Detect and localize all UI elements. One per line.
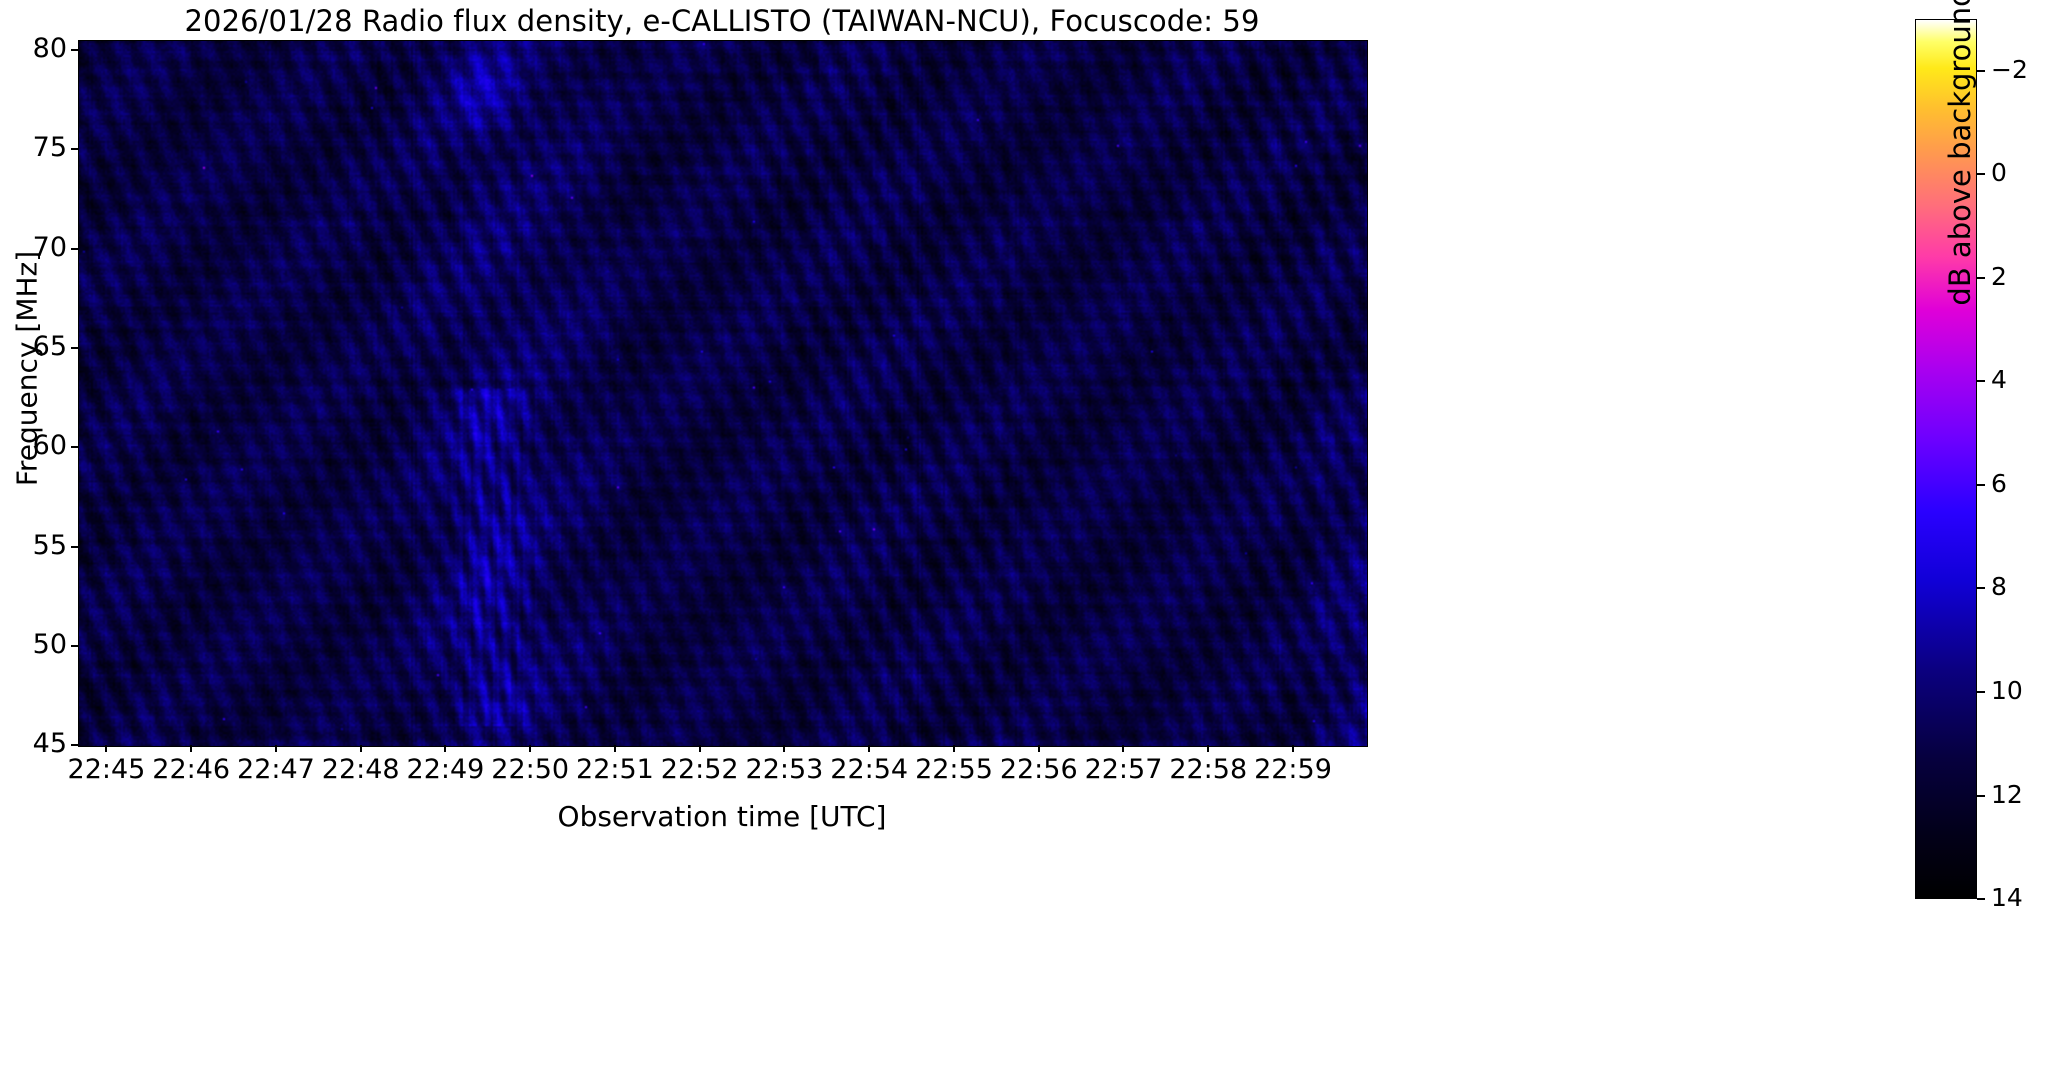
y-tick-mark: [71, 346, 78, 349]
x-tick-mark: [359, 745, 362, 752]
x-tick-mark: [190, 745, 193, 752]
y-tick-label: 60: [32, 430, 67, 462]
x-axis-ticks: 22:45 22:46 22:47 22:48 22:49 22:50 22:51 22:52…: [68, 745, 1366, 805]
x-tick-label: 22:54: [830, 754, 909, 785]
colorbar-tick-label: 12: [1991, 779, 2023, 809]
x-tick-mark: [613, 745, 616, 752]
x-tick-mark: [1207, 745, 1210, 752]
y-tick-mark: [71, 744, 78, 746]
x-axis-label: Observation time [UTC]: [557, 800, 887, 833]
x-tick-label: 22:45: [67, 754, 146, 785]
colorbar-tick-label: 2: [1991, 261, 2007, 291]
colorbar-tick-mark: [1977, 794, 1985, 797]
x-tick-mark: [698, 745, 701, 752]
y-tick-mark: [71, 645, 78, 648]
colorbar-tick-mark: [1977, 483, 1985, 486]
colorbar-tick-mark: [1977, 898, 1985, 900]
y-tick-mark: [71, 545, 78, 548]
colorbar-label: dB above background: [1943, 0, 1977, 306]
x-tick-label: 22:57: [1084, 754, 1163, 785]
colorbar-tick-mark: [1977, 690, 1985, 693]
x-tick-label: 22:53: [745, 754, 824, 785]
colorbar-tick-label: 10: [1991, 675, 2023, 705]
x-tick-mark: [274, 745, 277, 752]
y-tick-label: 45: [32, 728, 67, 759]
y-tick-mark: [71, 148, 78, 151]
colorbar-tick-mark: [1977, 587, 1985, 590]
x-tick-mark: [1037, 745, 1040, 752]
colorbar-tick-mark: [1977, 380, 1985, 383]
colorbar: 14 12 10 8 6 4 2 0 −2: [1915, 19, 2028, 912]
y-tick-mark: [71, 48, 78, 51]
colorbar-tick-label: 8: [1991, 572, 2007, 602]
x-tick-mark: [783, 745, 786, 752]
x-tick-mark: [1291, 745, 1294, 752]
colorbar-gradient: [1915, 19, 1977, 899]
y-tick-label: 80: [32, 32, 67, 64]
y-tick-label: 50: [32, 629, 67, 661]
y-tick-label: 55: [32, 529, 67, 561]
x-tick-label: 22:59: [1254, 754, 1332, 785]
y-axis-ticks: 80 75 70 65 60 55 50 45: [0, 33, 78, 759]
y-tick-mark: [71, 247, 78, 250]
x-tick-mark: [1122, 745, 1125, 752]
colorbar-tick-label: 6: [1991, 468, 2007, 498]
colorbar-tick-label: 0: [1991, 158, 2007, 188]
x-tick-label: 22:50: [491, 754, 570, 785]
x-tick-label: 22:49: [406, 754, 485, 785]
spectrogram-image: [79, 41, 1367, 746]
spectrogram-plot-area: [78, 40, 1368, 747]
colorbar-tick-mark: [1977, 173, 1985, 176]
y-axis-label: Frequency [MHz]: [10, 250, 44, 487]
x-tick-label: 22:56: [999, 754, 1078, 785]
x-tick-mark: [868, 745, 871, 752]
x-tick-label: 22:58: [1169, 754, 1248, 785]
colorbar-tick-mark: [1977, 69, 1985, 72]
x-tick-mark: [444, 745, 447, 752]
y-tick-label: 75: [32, 132, 67, 164]
x-tick-label: 22:55: [915, 754, 993, 785]
x-tick-label: 22:51: [576, 754, 654, 785]
x-tick-label: 22:47: [237, 754, 315, 785]
colorbar-tick-mark: [1977, 276, 1985, 279]
colorbar-tick-label: −2: [1991, 54, 2028, 84]
x-tick-mark: [529, 745, 532, 752]
colorbar-tick-label: 4: [1991, 365, 2007, 395]
x-tick-mark: [952, 745, 955, 752]
page-title: 2026/01/28 Radio flux density, e-CALLIST…: [184, 4, 1260, 38]
colorbar-ticks: 14 12 10 8 6 4 2 0 −2: [1977, 19, 2047, 912]
x-tick-label: 22:48: [321, 754, 400, 785]
colorbar-tick-label: 14: [1991, 883, 2023, 912]
x-tick-mark: [105, 745, 108, 752]
y-tick-label: 70: [32, 231, 67, 263]
x-tick-label: 22:46: [152, 754, 231, 785]
y-tick-mark: [71, 446, 78, 449]
x-tick-label: 22:52: [660, 754, 739, 785]
y-tick-label: 65: [32, 330, 67, 362]
